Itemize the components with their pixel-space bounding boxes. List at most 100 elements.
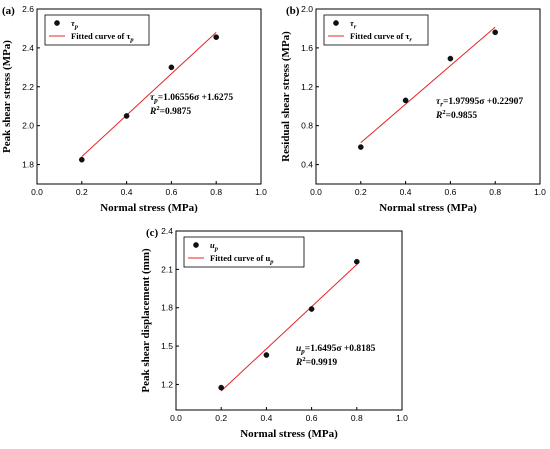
y-axis-label: Peak shear stress (MPa) — [1, 40, 13, 153]
equation-text: =1.06556σ +1.6275 — [158, 93, 234, 103]
y-axis-label: Peak shear displacement (mm) — [140, 248, 152, 393]
legend-box — [323, 14, 429, 46]
equation-subscript: p — [300, 348, 305, 356]
r-squared-value: =0.9875 — [160, 107, 192, 117]
fitted-line — [220, 264, 358, 392]
x-axis-label: Normal stress (MPa) — [379, 202, 477, 214]
r-squared-prefix: R — [149, 107, 156, 117]
legend-box — [44, 14, 150, 46]
x-tick-label: 0.0 — [31, 187, 43, 197]
r-squared-annotation: R2=0.9875 — [149, 105, 191, 117]
r-squared-value: =0.9855 — [446, 111, 478, 121]
data-point — [308, 306, 315, 312]
data-point — [402, 97, 409, 104]
x-tick-label: 0.2 — [355, 187, 367, 197]
data-point — [123, 113, 130, 119]
data-point — [353, 258, 360, 265]
legend-points-subscript: r — [354, 24, 357, 31]
plot-frame — [315, 8, 541, 185]
x-axis-label: Normal stress (MPa) — [240, 428, 338, 440]
x-tick-label: 1.0 — [534, 187, 546, 197]
y-tick-label: 1.5 — [161, 341, 173, 351]
legend-fit-subscript: r — [409, 37, 412, 44]
r-squared-prefix: R — [295, 358, 302, 368]
legend-points-label: τp — [71, 18, 79, 31]
equation-annotation: up=1.6495σ +0.8185 — [296, 344, 376, 356]
y-tick-label: 0.8 — [301, 121, 313, 131]
x-tick-label: 1.0 — [255, 187, 267, 197]
legend-points-subscript: p — [214, 246, 219, 253]
legend-fit-label: Fitted curve of τp — [71, 31, 134, 44]
legend-point-marker — [333, 20, 339, 26]
data-point — [79, 156, 85, 163]
equation-subscript: r — [440, 101, 443, 109]
equation-symbol: τ — [436, 97, 441, 107]
y-tick-label: 0.4 — [301, 160, 313, 170]
x-axis-label: Normal stress (MPa) — [100, 202, 198, 214]
y-tick-label: 1.8 — [161, 303, 173, 313]
legend-points-label: τr — [350, 18, 357, 31]
plot-frame — [36, 8, 262, 185]
legend-points-symbol: τ — [71, 18, 75, 28]
chart-panel-1: 0.0 0.2 0.4 0.6 0.8 1.0 1.8 2.0 2.2 2.4 2.6 Normal … — [1, 4, 267, 214]
legend-points-label: up — [210, 240, 219, 253]
x-tick-label: 0.8 — [210, 187, 222, 197]
y-tick-label: 2.4 — [22, 43, 34, 53]
panel-label: (a) — [2, 5, 15, 17]
x-tick-label: 0.6 — [306, 413, 318, 423]
r-squared-prefix: R — [435, 111, 442, 121]
x-tick-label: 0.8 — [351, 413, 363, 423]
x-tick-label: 0.2 — [215, 413, 227, 423]
panel-label: (c) — [146, 227, 159, 239]
legend-fit-text: Fitted curve of τ — [71, 31, 130, 41]
x-tick-label: 0.6 — [444, 187, 456, 197]
r-squared-superscript: 2 — [442, 109, 445, 116]
legend-points-subscript: p — [74, 24, 79, 31]
data-point — [168, 64, 175, 71]
data-point — [357, 144, 364, 150]
y-tick-label: 1.2 — [301, 82, 313, 92]
data-point — [218, 384, 224, 391]
y-tick-label: 1.6 — [301, 43, 313, 53]
y-axis-label: Residual shear stress (MPa) — [280, 31, 292, 162]
y-tick-label: 1.8 — [22, 160, 34, 170]
data-point — [492, 29, 499, 36]
equation-annotation: τr=1.97995σ +0.22907 — [436, 97, 523, 109]
x-tick-label: 1.0 — [396, 413, 408, 423]
y-tick-label: 1.2 — [161, 379, 173, 389]
x-tick-label: 0.4 — [260, 413, 272, 423]
fitted-line — [360, 26, 496, 144]
legend-fit-label: Fitted curve of τr — [350, 31, 412, 44]
chart-panel-3: 0.0 0.2 0.4 0.6 0.8 1.0 1.2 1.5 1.8 2.1 2.4 Normal … — [140, 226, 408, 440]
y-tick-label: 2.6 — [22, 4, 34, 14]
legend-point-marker — [54, 20, 60, 26]
r-squared-superscript: 2 — [156, 105, 159, 112]
y-tick-label: 2.4 — [161, 226, 173, 236]
y-tick-label: 2.2 — [22, 82, 34, 92]
equation-text: =1.97995σ +0.22907 — [443, 97, 523, 107]
equation-symbol: u — [296, 344, 301, 354]
legend-fit-text: Fitted curve of τ — [350, 31, 409, 41]
y-tick-label: 2.1 — [161, 264, 173, 274]
x-tick-label: 0.4 — [121, 187, 133, 197]
equation-text: =1.6495σ +0.8185 — [305, 344, 376, 354]
data-point — [447, 55, 454, 62]
data-point — [263, 352, 270, 358]
r-squared-annotation: R2=0.9855 — [435, 109, 477, 121]
legend-points-symbol: u — [210, 240, 215, 250]
legend-points-symbol: τ — [350, 18, 354, 28]
legend-fit-subscript: p — [269, 259, 274, 266]
x-tick-label: 0.0 — [170, 413, 182, 423]
r-squared-value: =0.9919 — [306, 358, 338, 368]
fitted-line — [81, 31, 217, 158]
x-tick-label: 0.4 — [400, 187, 412, 197]
y-tick-label: 2.0 — [22, 121, 34, 131]
panel-label: (b) — [286, 5, 300, 17]
legend-point-marker — [193, 242, 199, 248]
equation-symbol: τ — [150, 93, 155, 103]
plot-frame — [175, 230, 403, 411]
